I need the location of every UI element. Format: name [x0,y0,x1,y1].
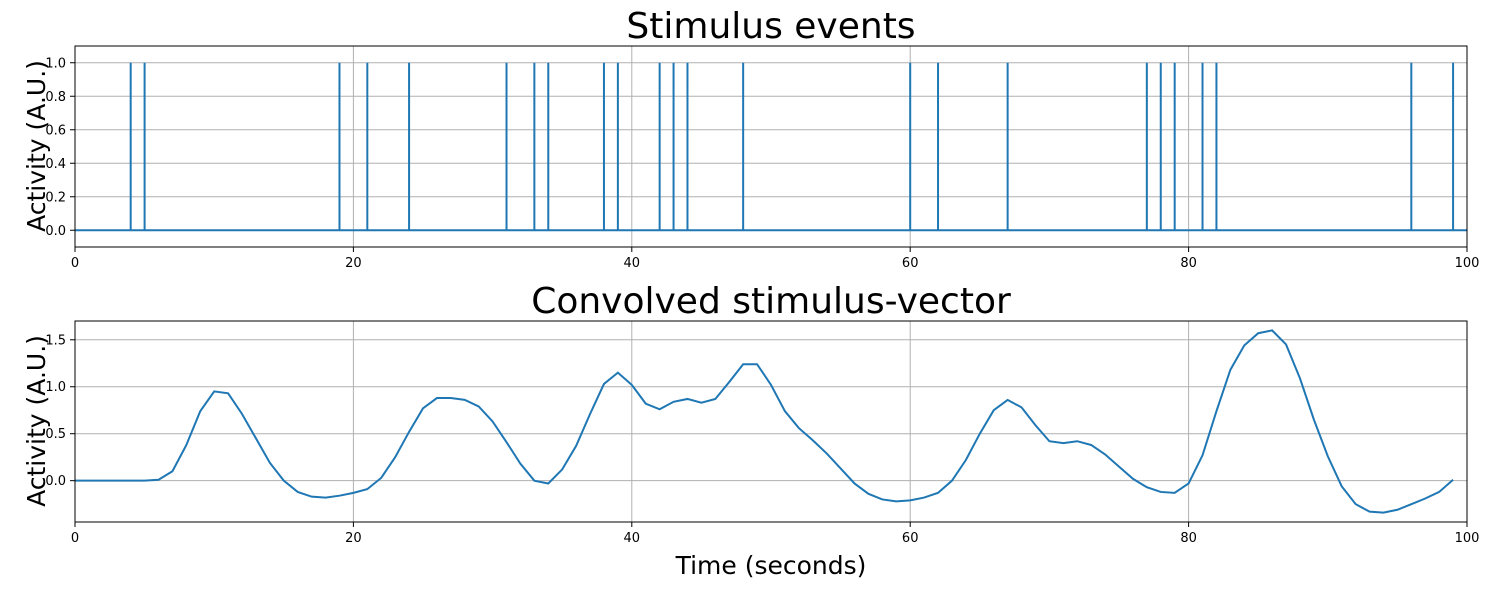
x-tick-label: 40 [624,256,641,271]
x-axis-label: Time (seconds) [675,551,867,580]
y-tick-label: 0.8 [45,90,66,105]
y-tick-label: 0.5 [45,427,66,442]
grid [74,46,1468,247]
plot-frame [74,320,1468,523]
convolved-series-line [75,329,1454,514]
chart-title: Stimulus events [626,6,915,47]
y-tick-label: 0.0 [45,474,66,489]
y-tick-label: 1.0 [45,380,66,395]
y-tick-label: 0.0 [45,224,66,239]
x-tick-label: 80 [1180,256,1197,271]
x-tick-label: 0 [71,256,79,271]
plot-frame [74,45,1468,248]
y-ticks: 0.0 0.5 1.0 1.5 [45,333,75,489]
x-tick-label: 60 [902,531,919,546]
y-tick-label: 1.0 [45,56,66,71]
x-tick-label: 20 [345,531,362,546]
y-tick-label: 0.2 [45,190,66,205]
grid [74,321,1468,522]
x-tick-label: 60 [902,256,919,271]
chart-title: Convolved stimulus-vector [531,281,1011,322]
y-tick-label: 1.5 [45,333,66,348]
x-tick-label: 80 [1180,531,1197,546]
y-ticks: 0.0 0.2 0.4 0.6 0.8 1.0 [45,56,75,239]
y-tick-label: 0.6 [45,123,66,138]
x-ticks: 0 20 40 60 80 100 [71,522,1480,546]
x-tick-label: 100 [1455,531,1480,546]
x-tick-label: 40 [624,531,641,546]
y-tick-label: 0.4 [45,157,66,172]
convolved-stimulus-chart: Convolved stimulus-vector Activity (A.U.… [22,281,1479,580]
x-tick-label: 100 [1455,256,1480,271]
y-axis-label: Activity (A.U.) [22,60,51,232]
series-stimulus [75,62,1467,232]
series-convolved [75,329,1454,514]
y-axis-label: Activity (A.U.) [22,335,51,507]
x-tick-label: 0 [71,531,79,546]
x-ticks: 0 20 40 60 80 100 [71,247,1480,271]
stimulus-events-chart: Stimulus events Activity (A.U.) 0 20 40 60 8… [22,6,1479,271]
x-tick-label: 20 [345,256,362,271]
